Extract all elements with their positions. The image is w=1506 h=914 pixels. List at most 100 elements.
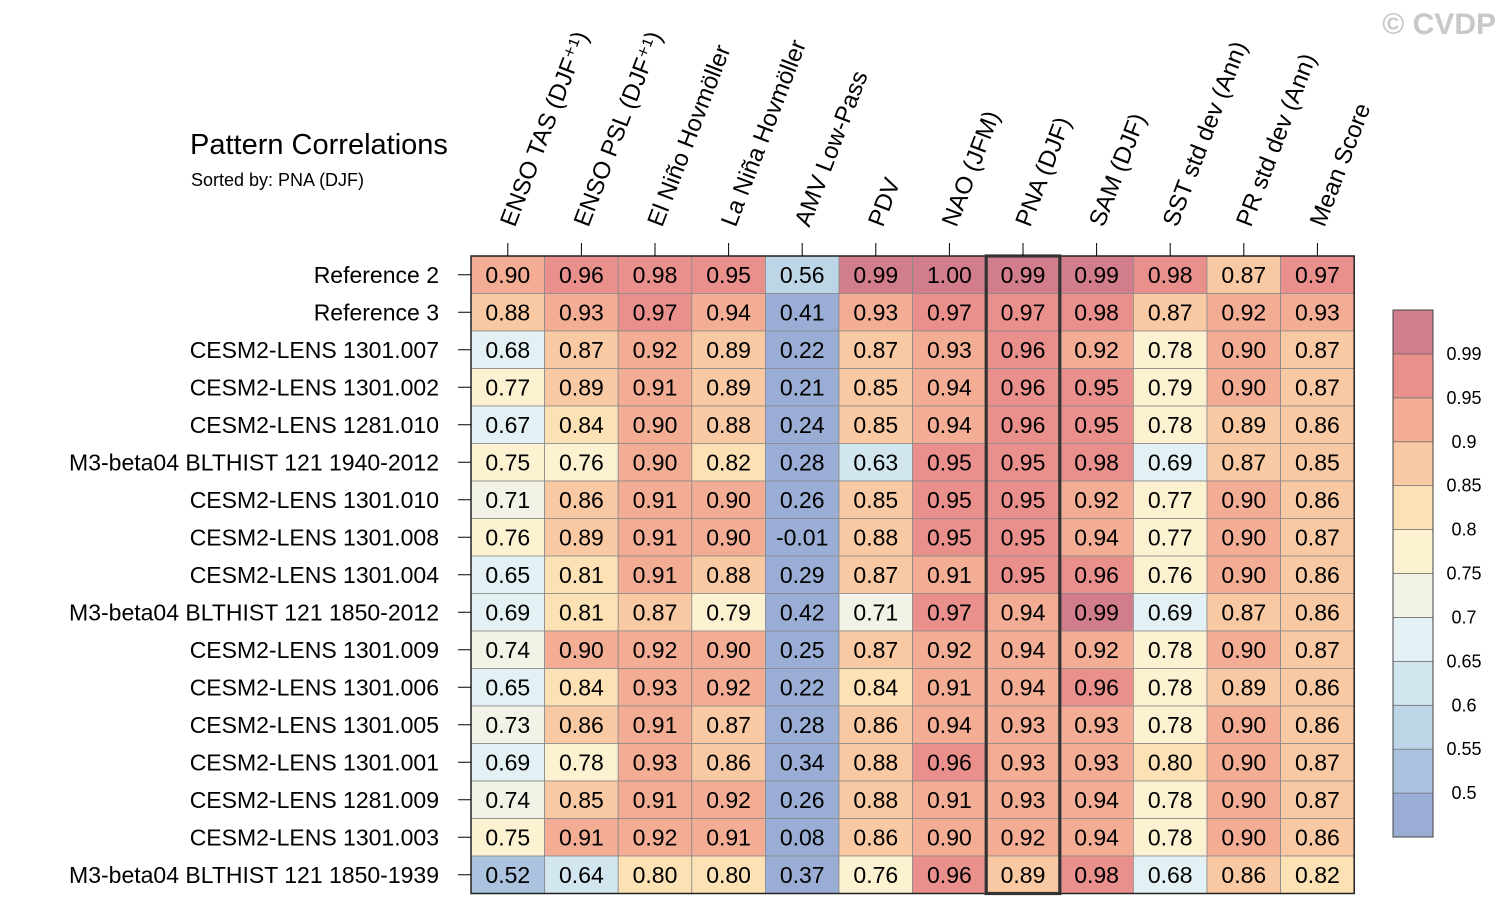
heatmap-cell — [544, 630, 619, 669]
cell-value: 0.74 — [485, 637, 530, 663]
cell-value: 0.95 — [927, 449, 972, 475]
cell-value: 0.69 — [1148, 599, 1193, 625]
cell-value: 0.84 — [559, 674, 604, 700]
heatmap-cell — [691, 855, 766, 894]
cell-value: 0.95 — [1001, 562, 1046, 588]
cell-value: 0.42 — [780, 599, 825, 625]
row-label: M3-beta04 BLTHIST 121 1850-1939 — [69, 862, 439, 888]
heatmap-cell — [544, 818, 619, 857]
colorbar-segment — [1392, 529, 1434, 574]
cell-value: 0.78 — [1148, 637, 1193, 663]
heatmap-cell — [1133, 855, 1208, 894]
colorbar-segment — [1392, 748, 1434, 794]
cell-value: 0.90 — [1221, 749, 1266, 775]
cell-value: 1.00 — [927, 262, 972, 288]
colorbar-tick-label: 0.5 — [1451, 783, 1476, 803]
cell-value: 0.85 — [1295, 449, 1340, 475]
cell-value: 0.52 — [485, 862, 530, 888]
cell-value: 0.94 — [927, 712, 972, 738]
cell-value: 0.89 — [1001, 862, 1046, 888]
cell-value: 0.93 — [927, 337, 972, 363]
cell-value: 0.74 — [485, 787, 530, 813]
cell-value: 0.75 — [485, 449, 530, 475]
cell-value: 0.95 — [1074, 412, 1119, 438]
cell-value: 0.89 — [706, 374, 751, 400]
cell-value: 0.86 — [559, 712, 604, 738]
cell-value: 0.93 — [853, 299, 898, 325]
colorbar-tick-label: 0.7 — [1451, 607, 1476, 627]
column-label: PDV — [863, 174, 906, 230]
heatmap-cell — [765, 855, 840, 894]
heatmap-cell — [912, 293, 987, 332]
colorbar-tick-label: 0.85 — [1446, 476, 1481, 496]
cell-value: 0.97 — [927, 599, 972, 625]
cell-value: 0.87 — [1221, 262, 1266, 288]
heatmap-cell — [1206, 480, 1281, 519]
heatmap-cell — [1206, 518, 1281, 557]
cell-value: 0.94 — [1001, 637, 1046, 663]
cell-value: 0.96 — [1001, 374, 1046, 400]
cell-value: 0.87 — [559, 337, 604, 363]
cell-value: 0.65 — [485, 674, 530, 700]
watermark: © CVDP — [1382, 8, 1496, 41]
cell-value: 0.79 — [1148, 374, 1193, 400]
heatmap-cell — [1280, 630, 1355, 669]
heatmap-cell — [765, 743, 840, 782]
heatmap-cell — [617, 518, 693, 557]
cell-value: 0.91 — [633, 487, 678, 513]
cell-value: 0.86 — [559, 487, 604, 513]
heatmap-cell — [1133, 368, 1208, 407]
heatmap-cell — [912, 368, 987, 407]
heatmap-cell — [985, 705, 1061, 744]
cell-value: 0.90 — [1221, 562, 1266, 588]
cell-value: 0.77 — [485, 374, 530, 400]
cell-value: 0.37 — [780, 862, 825, 888]
cell-value: 0.25 — [780, 637, 825, 663]
heatmap-cell — [617, 668, 693, 707]
heatmap-cell — [470, 855, 545, 894]
cell-value: 0.68 — [1148, 862, 1193, 888]
cell-value: 0.91 — [633, 374, 678, 400]
cell-value: 0.80 — [706, 862, 751, 888]
cell-value: 0.99 — [853, 262, 898, 288]
cell-value: 0.69 — [485, 599, 530, 625]
cell-value: 0.86 — [1295, 674, 1340, 700]
heatmap-cell — [1280, 855, 1355, 894]
cell-value: 0.93 — [559, 299, 604, 325]
cell-value: 0.96 — [559, 262, 604, 288]
heatmap-cell — [1280, 593, 1355, 632]
cell-value: 0.92 — [1001, 824, 1046, 850]
cell-value: 0.80 — [1148, 749, 1193, 775]
cell-value: 0.77 — [1148, 524, 1193, 550]
heatmap-cell — [470, 705, 545, 744]
heatmap-cell — [470, 255, 545, 294]
cell-value: 0.98 — [633, 262, 678, 288]
cell-value: 0.78 — [1148, 712, 1193, 738]
colorbar-segment — [1392, 485, 1434, 530]
cell-value: -0.01 — [776, 524, 828, 550]
heatmap-cell — [765, 330, 840, 369]
cell-value: 0.95 — [1001, 487, 1046, 513]
row-label: CESM2-LENS 1301.002 — [190, 374, 439, 400]
column-label: NAO (JFM) — [937, 107, 1006, 230]
cell-value: 0.91 — [706, 824, 751, 850]
row-label: CESM2-LENS 1301.003 — [190, 824, 439, 850]
row-label: M3-beta04 BLTHIST 121 1940-2012 — [69, 449, 439, 475]
heatmap-cell — [838, 705, 913, 744]
cell-value: 0.87 — [853, 337, 898, 363]
heatmap-cell — [765, 293, 840, 332]
heatmap-cell — [912, 480, 987, 519]
heatmap-cell — [912, 518, 987, 557]
cell-value: 0.90 — [1221, 374, 1266, 400]
row-label: CESM2-LENS 1281.009 — [190, 787, 439, 813]
heatmap-cell — [912, 743, 987, 782]
column-label: SAM (DJF) — [1084, 110, 1152, 230]
heatmap-cell — [691, 780, 766, 819]
row-label: Reference 3 — [314, 299, 439, 325]
heatmap-cell — [1206, 593, 1281, 632]
cell-value: 0.76 — [853, 862, 898, 888]
heatmap-cell — [617, 630, 693, 669]
cell-value: 0.41 — [780, 299, 825, 325]
heatmap-cell — [985, 743, 1061, 782]
